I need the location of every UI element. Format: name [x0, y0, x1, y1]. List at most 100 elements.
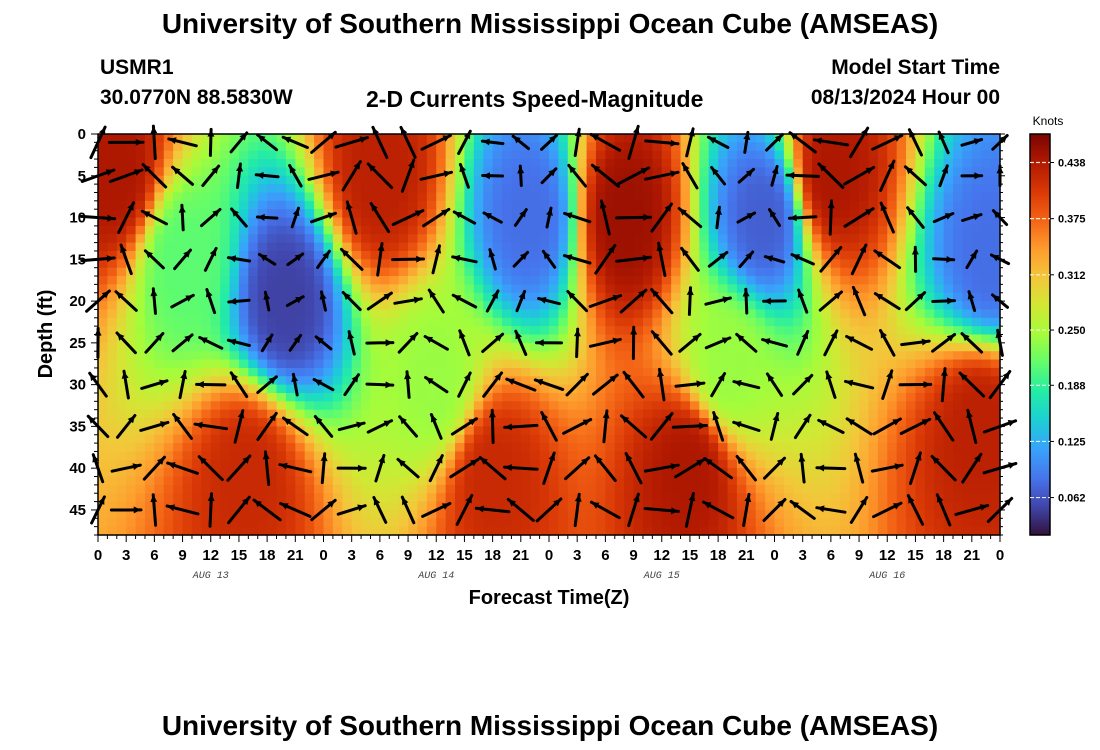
heatmap-cell [436, 443, 447, 453]
heatmap-cell [689, 225, 700, 235]
heatmap-cell [830, 142, 841, 152]
heatmap-cell [351, 159, 362, 169]
heatmap-cell [379, 401, 390, 411]
heatmap-cell [126, 134, 137, 143]
heatmap-cell [220, 259, 231, 269]
heatmap-cell [981, 250, 992, 260]
heatmap-cell [586, 518, 597, 528]
heatmap-cell [408, 167, 419, 177]
heatmap-cell [361, 209, 372, 219]
heatmap-cell [633, 250, 644, 260]
heatmap-cell [755, 301, 766, 311]
current-vector [422, 207, 451, 228]
heatmap-cell [248, 476, 259, 486]
heatmap-cell [915, 192, 926, 202]
heatmap-cell [436, 351, 447, 361]
heatmap-cell [755, 142, 766, 152]
heatmap-cell [718, 242, 729, 252]
heatmap-cell [755, 250, 766, 260]
heatmap-cell [605, 501, 616, 511]
heatmap-cell [708, 451, 719, 461]
heatmap-cell [98, 526, 108, 536]
heatmap-cell [718, 184, 729, 194]
heatmap-cell [445, 493, 456, 503]
heatmap-cell [605, 434, 616, 444]
heatmap-cell [840, 459, 851, 469]
current-vector [291, 372, 299, 397]
heatmap-cell [699, 426, 710, 436]
heatmap-cell [154, 484, 165, 494]
heatmap-cell [304, 292, 315, 302]
heatmap-cell [549, 200, 559, 210]
heatmap-cell [248, 409, 259, 419]
heatmap-cell [107, 351, 118, 361]
heatmap-cell [736, 217, 747, 227]
heatmap-cell [736, 309, 747, 319]
heatmap-cell [906, 459, 917, 469]
heatmap-cell [859, 434, 870, 444]
heatmap-cell [896, 200, 907, 210]
heatmap-cell [671, 217, 682, 227]
heatmap-cell [586, 367, 597, 377]
heatmap-cell [492, 284, 503, 294]
heatmap-cell [915, 359, 926, 369]
heatmap-cell [981, 134, 992, 143]
heatmap-cell [642, 443, 653, 453]
current-vector [337, 421, 366, 432]
heatmap-cell [511, 367, 522, 377]
heatmap-cell [868, 401, 879, 411]
heatmap-cell [98, 192, 108, 202]
heatmap-cell [614, 493, 625, 503]
heatmap-cell [276, 367, 287, 377]
heatmap-cell [689, 267, 700, 277]
heatmap-cell [971, 134, 982, 143]
heatmap-cell [671, 501, 682, 511]
heatmap-cell [624, 426, 635, 436]
heatmap-cell [962, 159, 973, 169]
heatmap-cell [868, 209, 879, 219]
current-vector [478, 456, 507, 481]
heatmap-cell [98, 434, 108, 444]
heatmap-cell [483, 267, 494, 277]
current-vector [400, 158, 416, 193]
heatmap-cell [238, 159, 249, 169]
heatmap-cell [135, 493, 146, 503]
heatmap-cell [708, 242, 719, 252]
heatmap-cell [191, 284, 202, 294]
heatmap-cell [934, 392, 945, 402]
heatmap-cell [135, 225, 146, 235]
heatmap-cell [567, 418, 578, 427]
heatmap-cell [473, 401, 484, 411]
heatmap-cell [812, 518, 823, 528]
heatmap-cell [229, 526, 240, 536]
heatmap-cell [633, 434, 644, 444]
heatmap-cell [257, 276, 268, 285]
heatmap-cell [633, 468, 644, 478]
heatmap-cell [267, 326, 278, 336]
heatmap-cell [586, 426, 597, 436]
heatmap-cell [633, 309, 644, 319]
heatmap-cell [680, 267, 691, 277]
heatmap-cell [492, 142, 503, 152]
heatmap-cell [943, 192, 954, 202]
heatmap-cell [285, 142, 296, 152]
heatmap-cell [520, 167, 531, 177]
heatmap-cell [962, 167, 973, 177]
heatmap-cell [671, 426, 682, 436]
heatmap-cell [821, 175, 832, 185]
heatmap-cell [511, 150, 522, 160]
heatmap-cell [483, 484, 494, 494]
heatmap-cell [445, 401, 456, 411]
heatmap-cell [126, 234, 137, 244]
heatmap-cell [473, 301, 484, 311]
heatmap-cell [896, 134, 907, 143]
heatmap-cell [765, 459, 776, 469]
heatmap-cell [201, 526, 212, 536]
heatmap-cell [661, 451, 672, 461]
heatmap-cell [727, 443, 738, 453]
heatmap-cell [107, 317, 118, 327]
heatmap-cell [605, 342, 616, 352]
heatmap-cell [436, 192, 447, 202]
heatmap-cell [971, 184, 982, 194]
heatmap-cell [783, 434, 794, 444]
